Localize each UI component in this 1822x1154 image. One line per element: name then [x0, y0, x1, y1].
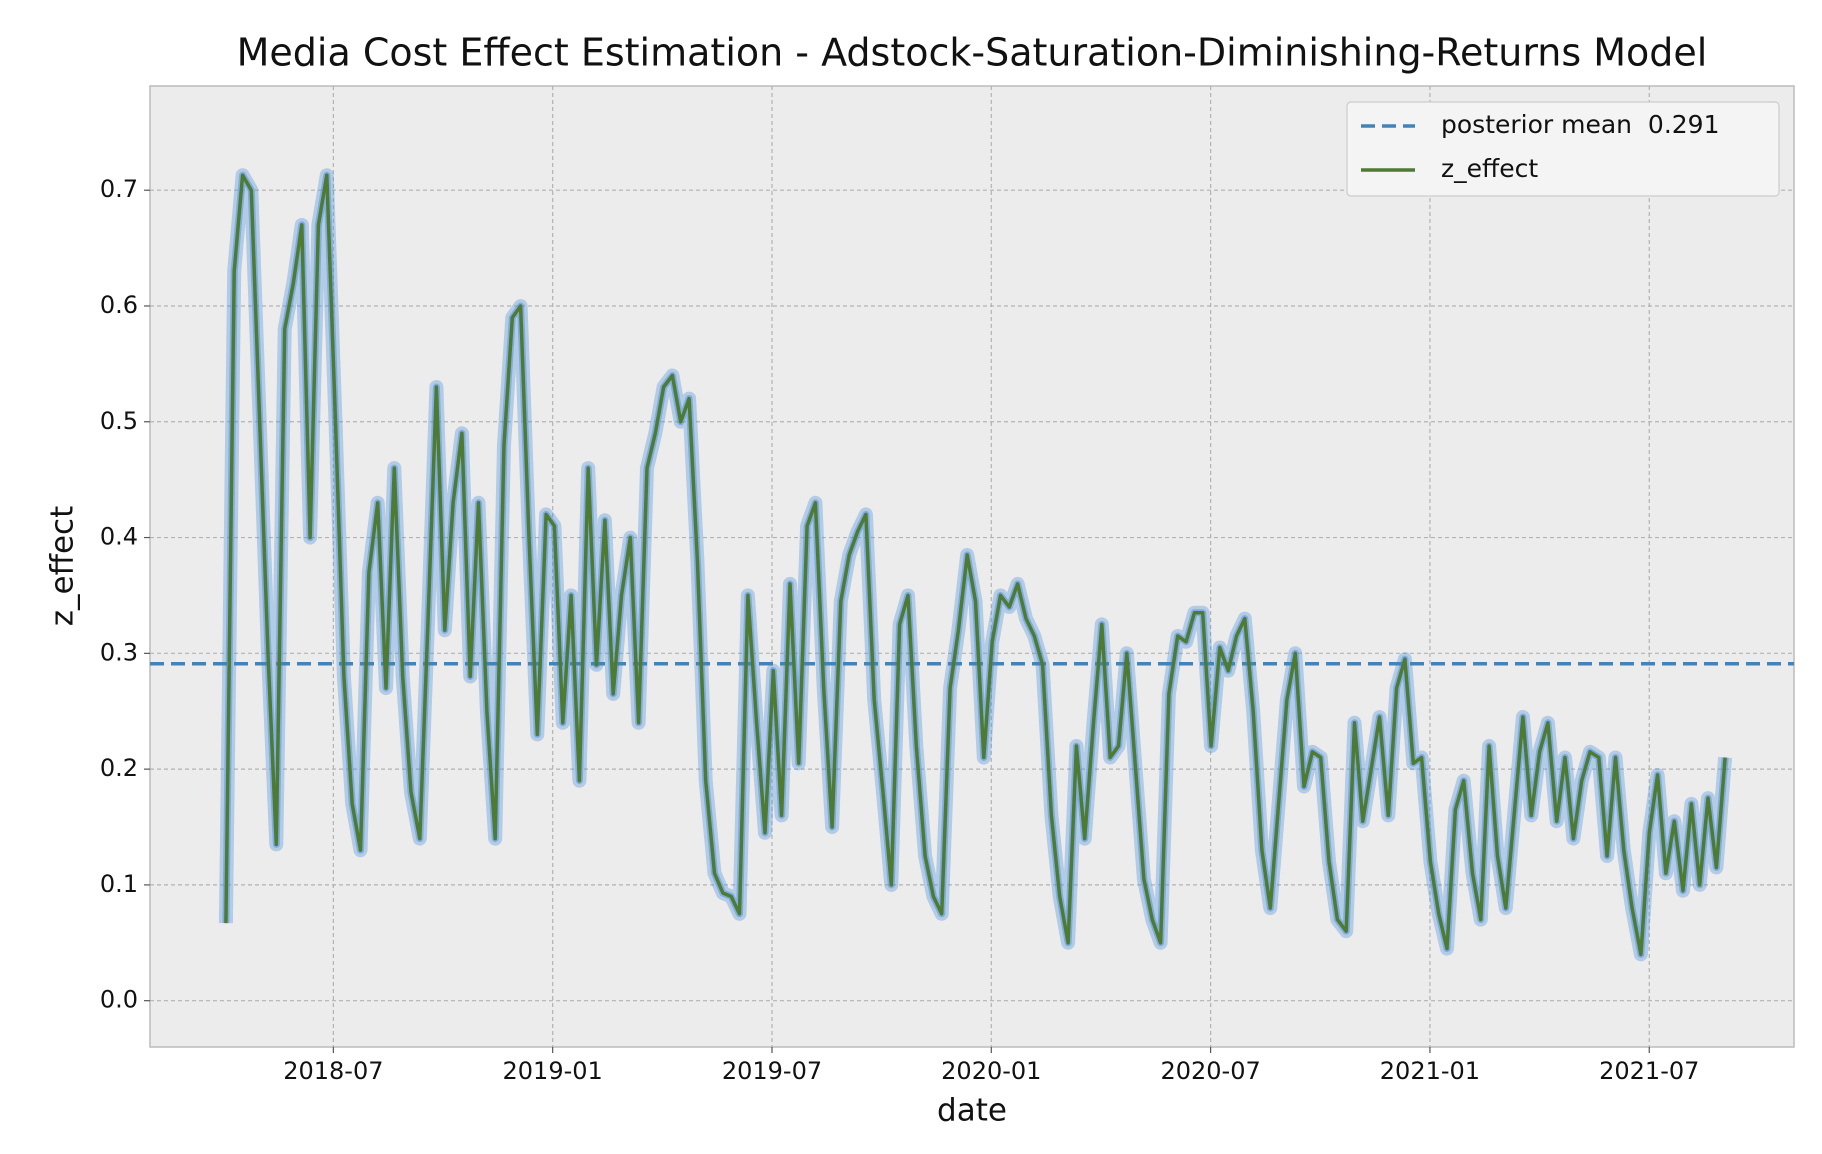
chart-title: Media Cost Effect Estimation - Adstock-S…: [237, 31, 1708, 75]
x-tick-label: 2020-01: [941, 1057, 1041, 1085]
y-tick-label: 0.7: [100, 175, 138, 203]
y-tick-label: 0.4: [100, 523, 138, 551]
x-tick-label: 2019-01: [503, 1057, 603, 1085]
y-tick-label: 0.0: [100, 986, 138, 1014]
y-tick-label: 0.1: [100, 870, 138, 898]
y-tick-label: 0.2: [100, 754, 138, 782]
legend-label: z_effect: [1441, 154, 1538, 183]
x-tick-label: 2018-07: [283, 1057, 383, 1085]
line-series: [224, 173, 1727, 957]
legend: posterior mean 0.291 z_effect: [1346, 101, 1780, 197]
y-axis-label: z_effect: [45, 506, 81, 626]
y-tick-label: 0.3: [100, 638, 138, 666]
y-tick-label: 0.6: [100, 291, 138, 319]
y-tick-label: 0.5: [100, 407, 138, 435]
x-tick-label: 2019-07: [722, 1057, 822, 1085]
x-tick-label: 2021-07: [1599, 1057, 1699, 1085]
legend-label: posterior mean 0.291: [1441, 110, 1719, 139]
x-tick-label: 2020-07: [1160, 1057, 1260, 1085]
x-tick-label: 2021-01: [1380, 1057, 1480, 1085]
x-axis-label: date: [937, 1093, 1007, 1129]
legend-box: [1346, 101, 1780, 197]
